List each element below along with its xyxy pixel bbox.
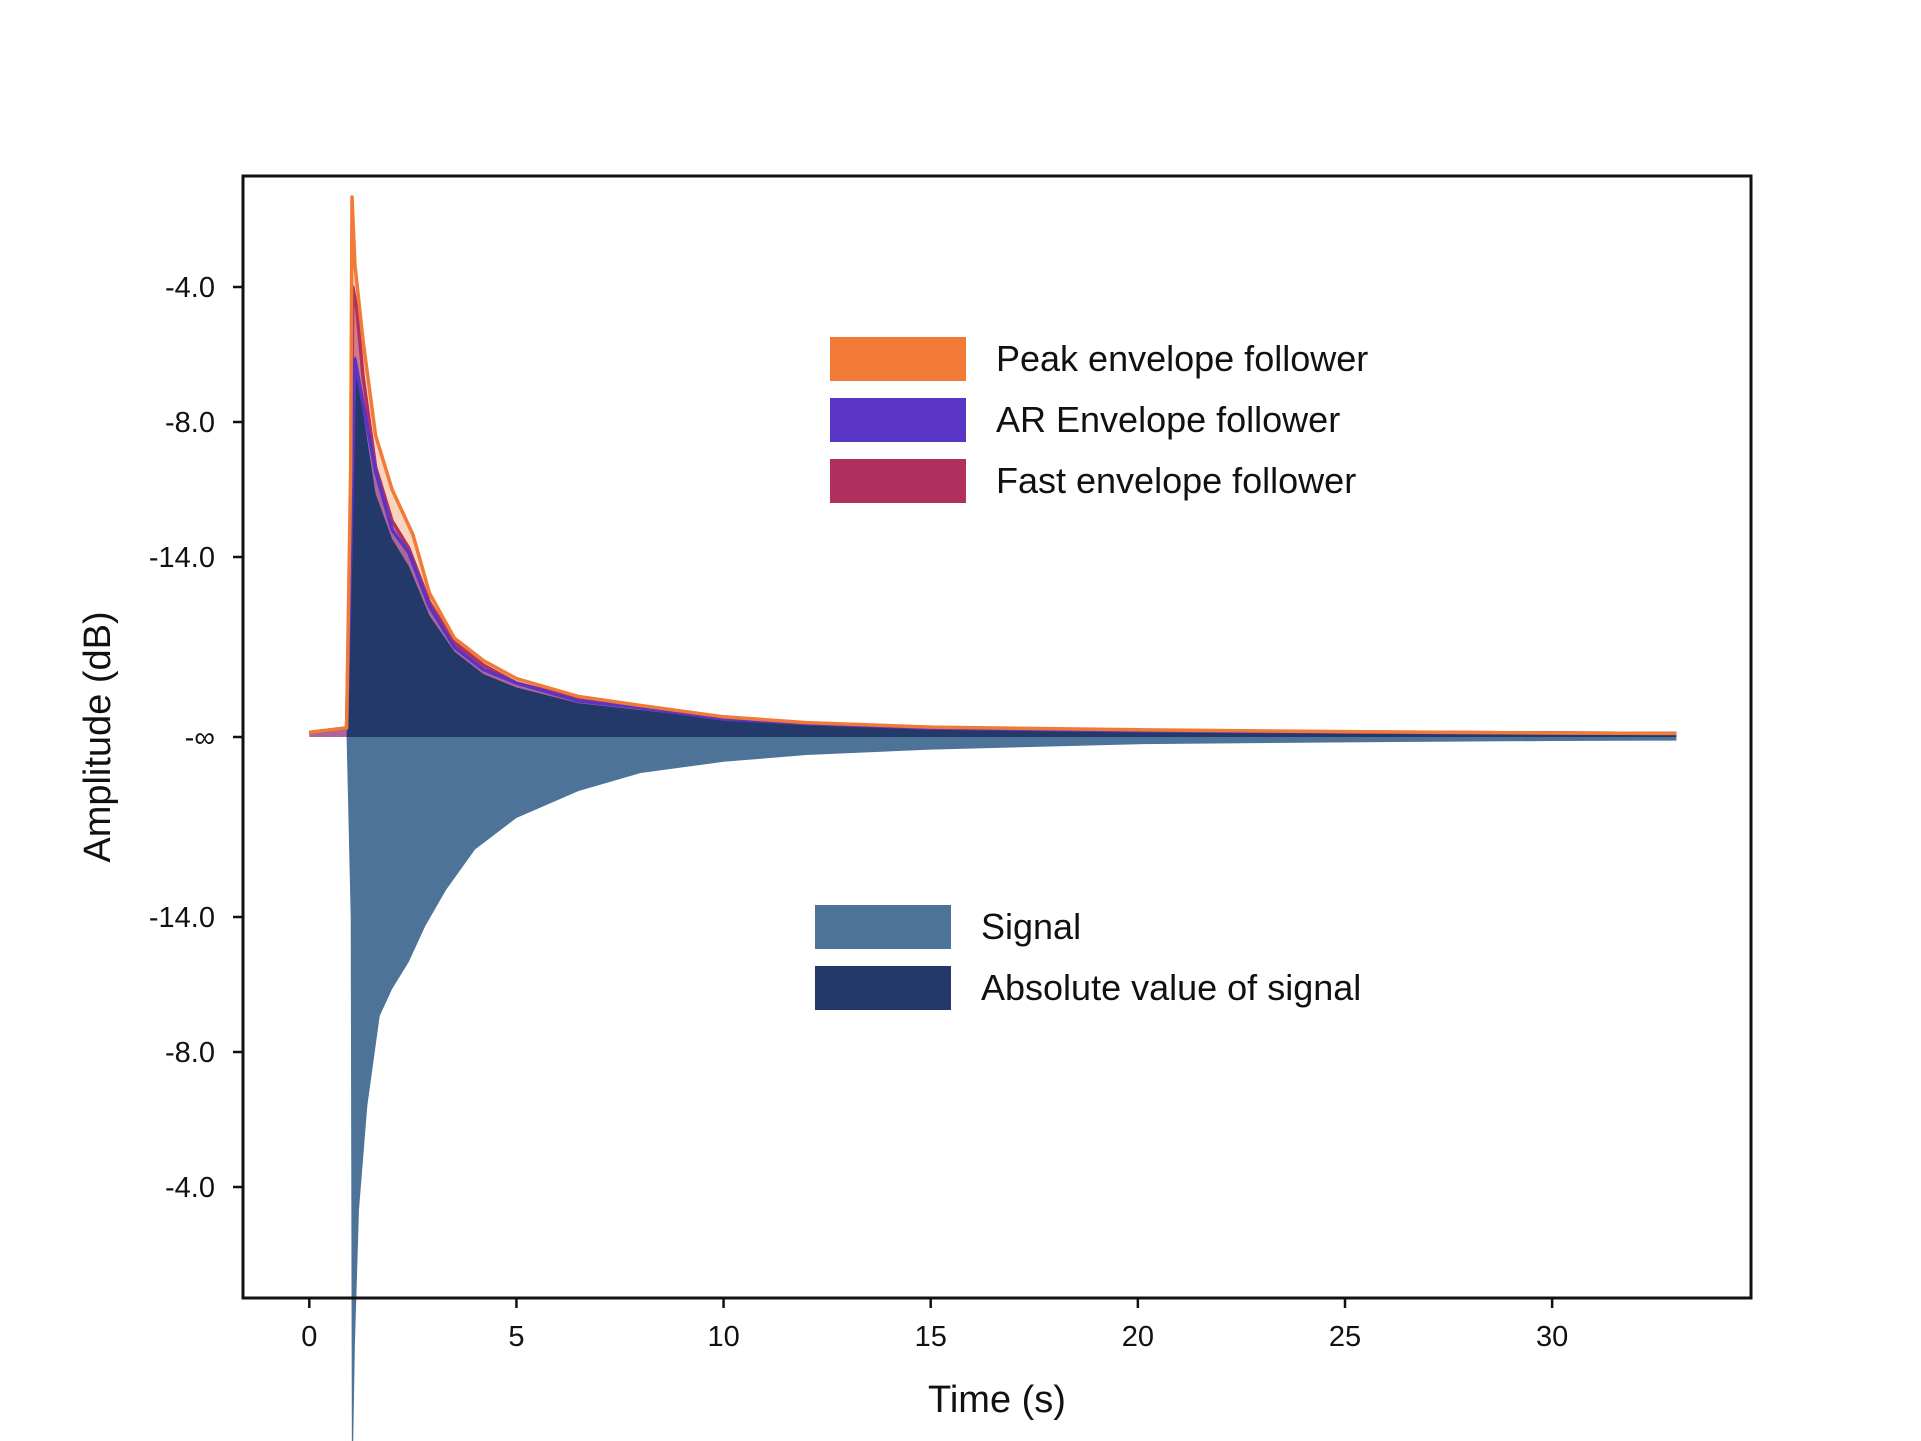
y-tick-label: -8.0 <box>165 1037 215 1069</box>
y-tick-label: -14.0 <box>149 902 215 934</box>
legend-label-signal: Signal <box>981 906 1081 947</box>
legend-swatch-peak-envelope-follower <box>830 337 966 381</box>
series-line-peak-envelope-follower <box>309 195 1677 736</box>
line-layer <box>309 195 1677 736</box>
series-area-signal <box>309 737 1677 1441</box>
x-tick-label: 0 <box>301 1321 317 1353</box>
legend-swatch-absolute-value-of-signal <box>815 966 951 1010</box>
y-axis-ticks: -4.0 -8.0 -14.0 -∞ -14.0 -8.0 -4.0 <box>149 272 243 1204</box>
y-tick-label: -14.0 <box>149 542 215 574</box>
series-area-absolute-value-of-signal <box>309 354 1677 737</box>
x-tick-label: 10 <box>707 1321 739 1353</box>
legend-swatch-fast-envelope-follower <box>830 459 966 503</box>
legend-label-peak-envelope-follower: Peak envelope follower <box>996 338 1368 379</box>
x-axis-ticks: 0 5 10 15 20 25 30 <box>301 1298 1568 1353</box>
legend-label-fast-envelope-follower: Fast envelope follower <box>996 460 1356 501</box>
x-tick-label: 30 <box>1536 1321 1568 1353</box>
y-tick-label: -8.0 <box>165 407 215 439</box>
legend-label-ar-envelope-follower: AR Envelope follower <box>996 399 1340 440</box>
area-layer <box>309 197 1677 1441</box>
x-tick-label: 25 <box>1329 1321 1361 1353</box>
y-axis-label: Amplitude (dB) <box>77 611 119 862</box>
x-axis-label: Time (s) <box>928 1379 1066 1421</box>
y-tick-label: -4.0 <box>165 1172 215 1204</box>
legends: Peak envelope follower AR Envelope follow… <box>815 337 1368 1010</box>
legend-lower-center: Signal Absolute value of signal <box>815 905 1361 1010</box>
x-tick-label: 5 <box>508 1321 524 1353</box>
x-tick-label: 15 <box>915 1321 947 1353</box>
legend-swatch-ar-envelope-follower <box>830 398 966 442</box>
legend-upper-center: Peak envelope follower AR Envelope follow… <box>830 337 1368 503</box>
legend-label-absolute-value-of-signal: Absolute value of signal <box>981 967 1361 1008</box>
x-tick-label: 20 <box>1122 1321 1154 1353</box>
y-tick-label: -4.0 <box>165 272 215 304</box>
legend-swatch-signal <box>815 905 951 949</box>
y-tick-label: -∞ <box>185 722 215 754</box>
